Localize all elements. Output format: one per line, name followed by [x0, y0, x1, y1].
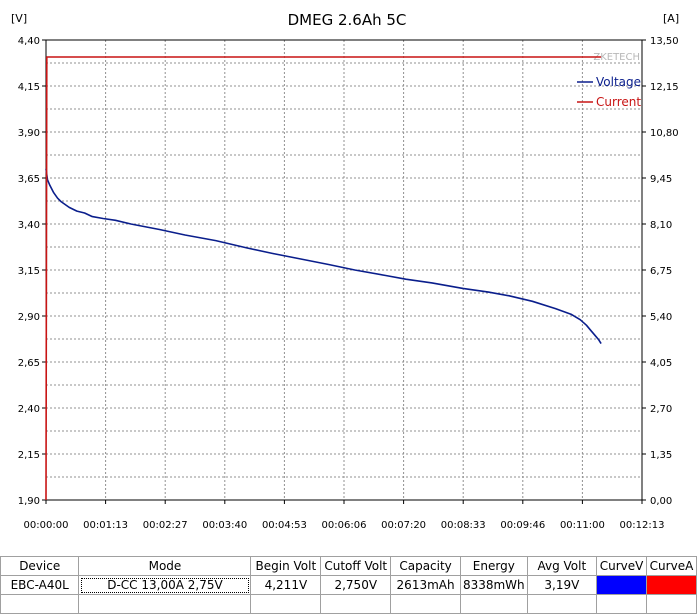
left-tick-label: 4,40: [18, 36, 40, 47]
series: [45, 56, 602, 501]
x-tick-label: 00:11:00: [560, 520, 605, 531]
cell-begin-volt[interactable]: 4,211V: [250, 575, 322, 595]
right-tick-label: 6,75: [650, 266, 672, 277]
watermark: ZKETECH: [593, 52, 640, 63]
cell-mode[interactable]: D-CC 13,00A 2,75V: [78, 575, 252, 595]
left-tick-label: 3,40: [18, 220, 40, 231]
cell-avg-volt[interactable]: 3,19V: [526, 575, 598, 595]
left-tick-label: 3,65: [18, 174, 40, 185]
results-table: Device Mode Begin Volt Cutoff Volt Capac…: [0, 556, 697, 614]
x-tick-label: 00:07:20: [381, 520, 426, 531]
left-tick-label: 2,90: [18, 312, 40, 323]
left-tick-label: 4,15: [18, 82, 40, 93]
cell-energy[interactable]: 8338mWh: [459, 575, 528, 595]
cell-curve-a-swatch[interactable]: [645, 575, 697, 595]
col-begin-volt[interactable]: Begin Volt: [250, 556, 322, 576]
left-tick-label: 2,40: [18, 404, 40, 415]
right-tick-label: 12,15: [650, 82, 679, 93]
cell-capacity[interactable]: 2613mAh: [390, 575, 461, 595]
col-energy[interactable]: Energy: [459, 556, 528, 576]
col-device[interactable]: Device: [0, 556, 80, 576]
x-tick-label: 00:01:13: [83, 520, 128, 531]
col-curve-v[interactable]: CurveV: [596, 556, 647, 576]
x-tick-label: 00:03:40: [202, 520, 247, 531]
chart-title: DMEG 2.6Ah 5C: [288, 11, 407, 29]
x-tick-label: 00:00:00: [24, 520, 69, 531]
x-tick-label: 00:09:46: [500, 520, 545, 531]
right-tick-label: 5,40: [650, 312, 672, 323]
chart-background: [0, 0, 697, 556]
table-empty-row: [0, 594, 697, 614]
right-axis-unit: [A]: [663, 12, 679, 25]
cell-curve-v-swatch[interactable]: [596, 575, 647, 595]
col-curve-a[interactable]: CurveA: [645, 556, 697, 576]
right-tick-label: 2,70: [650, 404, 672, 415]
legend-voltage-label: Voltage: [596, 75, 641, 89]
left-tick-label: 3,90: [18, 128, 40, 139]
left-tick-label: 3,15: [18, 266, 40, 277]
right-tick-label: 9,45: [650, 174, 672, 185]
col-capacity[interactable]: Capacity: [390, 556, 461, 576]
col-mode[interactable]: Mode: [78, 556, 252, 576]
legend: Voltage Current: [577, 75, 641, 109]
table-header-row: Device Mode Begin Volt Cutoff Volt Capac…: [0, 556, 697, 576]
right-tick-label: 8,10: [650, 220, 672, 231]
x-tick-label: 00:02:27: [143, 520, 188, 531]
right-tick-label: 4,05: [650, 358, 672, 369]
grid: [46, 40, 642, 500]
results-table-area: Device Mode Begin Volt Cutoff Volt Capac…: [0, 556, 697, 614]
cell-cutoff-volt[interactable]: 2,750V: [320, 575, 392, 595]
col-avg-volt[interactable]: Avg Volt: [526, 556, 598, 576]
left-tick-label: 2,15: [18, 450, 40, 461]
legend-current-label: Current: [596, 95, 641, 109]
right-tick-label: 0,00: [650, 496, 672, 507]
axis-ticks: 1,90 2,15 2,40 2,65 2,90 3,15 3,40 3,65 3,90 4,15…: [18, 36, 679, 531]
x-tick-label: 00:12:13: [620, 520, 665, 531]
left-tick-label: 2,65: [18, 358, 40, 369]
right-tick-label: 1,35: [650, 450, 672, 461]
right-tick-label: 13,50: [650, 36, 679, 47]
right-tick-label: 10,80: [650, 128, 679, 139]
x-tick-label: 00:06:06: [322, 520, 367, 531]
cell-device[interactable]: EBC-A40L: [0, 575, 80, 595]
col-cutoff-volt[interactable]: Cutoff Volt: [320, 556, 392, 576]
x-tick-label: 00:08:33: [441, 520, 486, 531]
left-axis-unit: [V]: [11, 12, 27, 25]
left-tick-label: 1,90: [18, 496, 40, 507]
series-line-voltage: [45, 168, 602, 345]
discharge-chart: DMEG 2.6Ah 5C [V] [A] ZKETECH 1,90 2,15 2,…: [0, 0, 697, 556]
table-row[interactable]: EBC-A40L D-CC 13,00A 2,75V 4,211V 2,750V…: [0, 575, 697, 595]
x-tick-label: 00:04:53: [262, 520, 307, 531]
series-line-current: [45, 56, 602, 501]
